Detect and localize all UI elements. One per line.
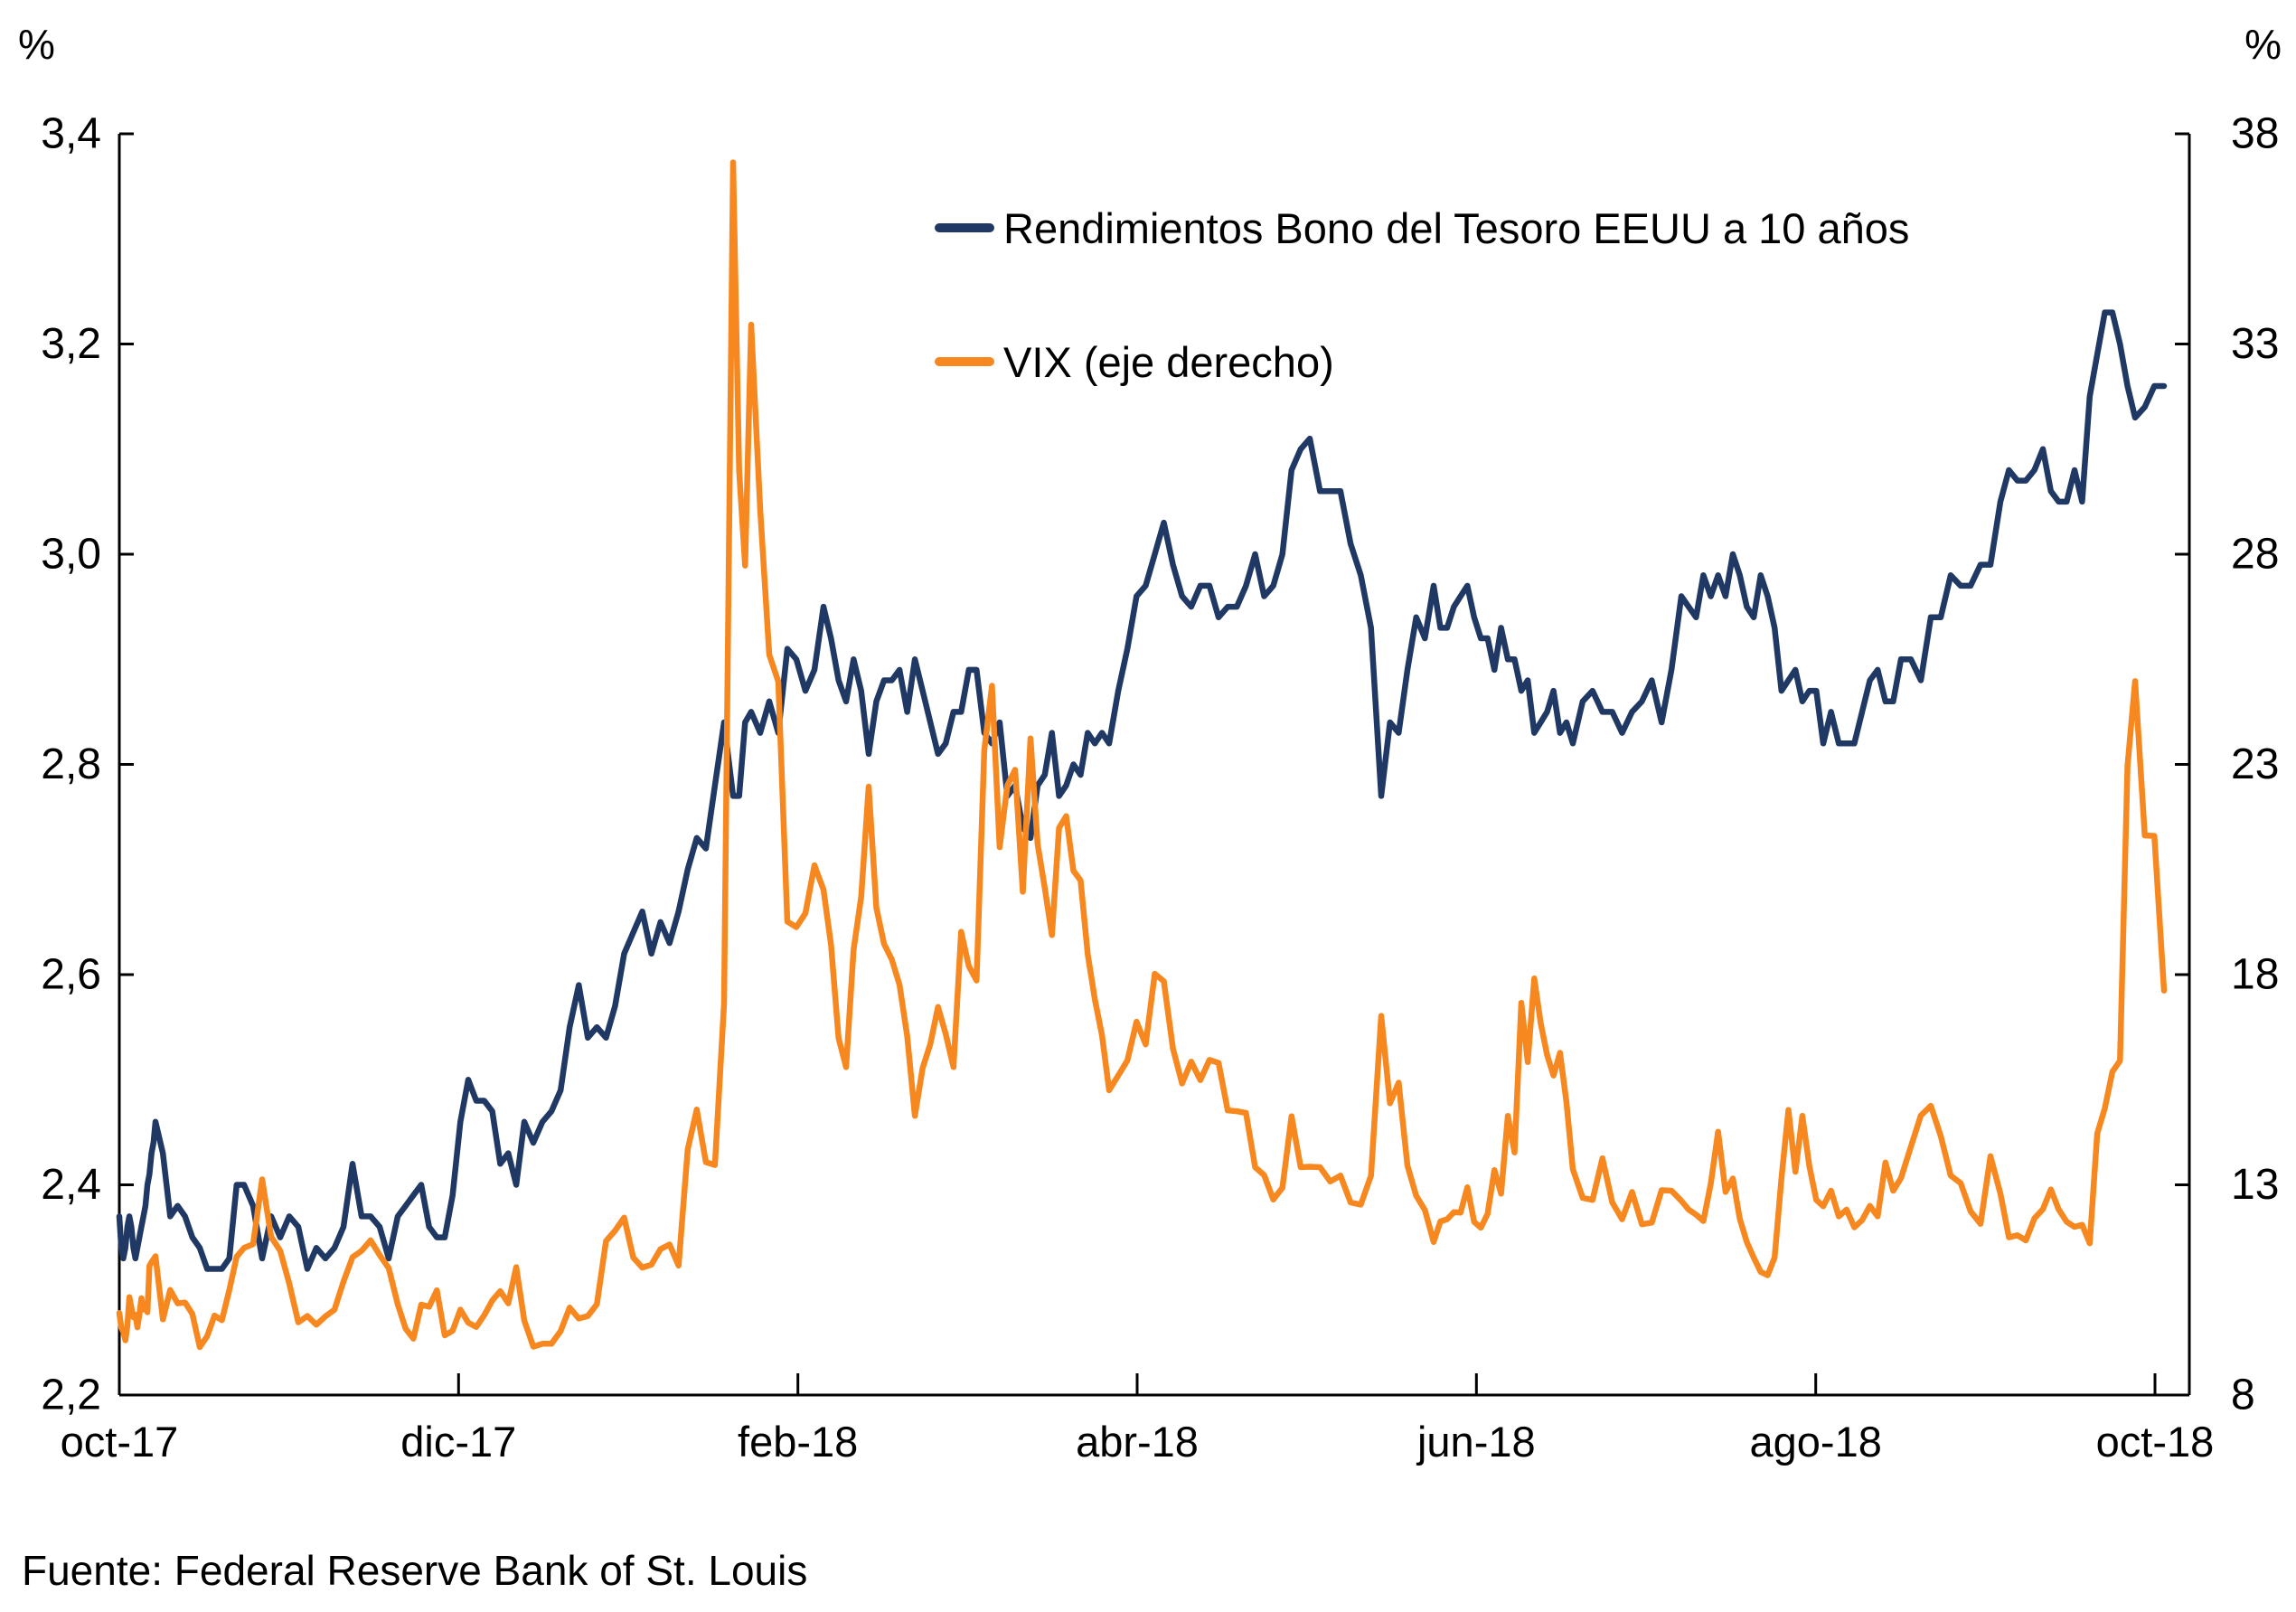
x-tick-label: abr-18 (1076, 1418, 1199, 1466)
right-tick-label: 18 (2231, 951, 2279, 999)
left-tick-label: 3,0 (41, 531, 101, 579)
x-tick-label: oct-17 (61, 1418, 179, 1466)
left-tick-label: 2,6 (41, 951, 101, 999)
legend-label-vix: VIX (eje derecho) (1003, 337, 1334, 386)
right-axis-unit-label: % (2244, 21, 2282, 68)
legend-label-treasury: Rendimientos Bono del Tesoro EEUU a 10 a… (1003, 203, 1910, 252)
left-axis-unit-label: % (18, 21, 55, 68)
x-tick-label: dic-17 (400, 1418, 516, 1466)
x-tick-label: oct-18 (2096, 1418, 2215, 1466)
vix-line-swatch (935, 357, 994, 366)
left-tick-label: 2,8 (41, 740, 101, 788)
treasury-line (116, 309, 2168, 1272)
legend-item-vix: VIX (eje derecho) (935, 337, 1334, 386)
vix-line (116, 159, 2168, 1351)
right-tick-label: 8 (2231, 1372, 2255, 1419)
right-tick-label: 13 (2231, 1161, 2279, 1209)
right-tick-label: 38 (2231, 110, 2279, 158)
x-tick-label: feb-18 (738, 1418, 858, 1466)
left-tick-label: 2,4 (41, 1161, 101, 1209)
left-tick-label: 3,2 (41, 320, 101, 368)
x-tick-label: jun-18 (1416, 1418, 1536, 1466)
x-tick-label: ago-18 (1750, 1418, 1882, 1466)
treasury-line-swatch (935, 223, 994, 232)
axes (118, 132, 2191, 1397)
legend-item-treasury: Rendimientos Bono del Tesoro EEUU a 10 a… (935, 203, 1909, 252)
right-tick-label: 28 (2231, 531, 2279, 579)
left-tick-label: 2,2 (41, 1372, 101, 1419)
right-tick-label: 23 (2231, 740, 2279, 788)
left-tick-label: 3,4 (41, 110, 101, 158)
right-tick-label: 33 (2231, 320, 2279, 368)
source-note: Fuente: Federal Reserve Bank of St. Loui… (22, 1547, 808, 1594)
